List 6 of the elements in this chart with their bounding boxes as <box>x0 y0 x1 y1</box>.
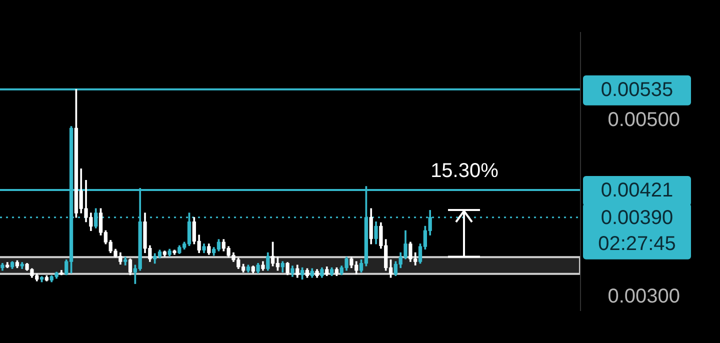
y-tick-label: 0.00300 <box>608 285 680 308</box>
ref-line-label: 0.00535 <box>600 78 674 101</box>
y-tick-label: 0.00500 <box>608 108 680 131</box>
ref-line-label: 0.00390 02:27:45 <box>598 206 676 255</box>
ref-line-label: 0.00421 <box>600 180 674 202</box>
annotation: 15.30% <box>430 160 498 184</box>
